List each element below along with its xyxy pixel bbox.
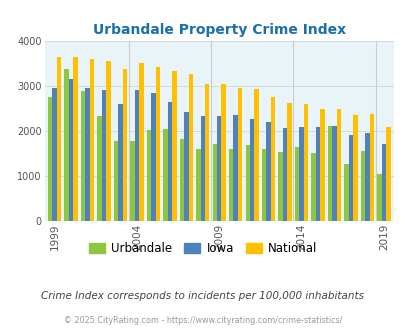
Bar (282, 128, 287, 221)
Bar (97, 116, 102, 221)
Bar (106, 61, 110, 221)
Bar (85, 87, 90, 221)
Bar (221, 84, 225, 221)
Bar (217, 116, 221, 221)
Bar (348, 135, 352, 221)
Bar (155, 67, 160, 221)
Bar (228, 149, 233, 221)
Bar (172, 71, 176, 221)
Bar (320, 109, 324, 221)
Bar (376, 174, 381, 221)
Bar (188, 74, 192, 221)
Bar (233, 115, 237, 221)
Bar (183, 112, 188, 221)
Bar (237, 88, 242, 221)
Bar (266, 122, 270, 221)
Bar (64, 69, 68, 221)
Bar (146, 130, 151, 221)
Bar (196, 149, 200, 221)
Bar (57, 57, 61, 221)
Bar (270, 97, 275, 221)
Bar (134, 90, 139, 221)
Bar (102, 90, 106, 221)
Bar (212, 144, 217, 221)
Bar (249, 119, 254, 221)
Bar (122, 69, 127, 221)
Bar (179, 139, 183, 221)
Bar (73, 57, 77, 221)
Title: Urbandale Property Crime Index: Urbandale Property Crime Index (92, 23, 345, 37)
Bar (311, 153, 315, 221)
Bar (352, 115, 357, 221)
Bar (151, 92, 155, 221)
Bar (343, 164, 348, 221)
Bar (287, 103, 291, 221)
Bar (163, 129, 167, 221)
Bar (254, 89, 258, 221)
Bar (139, 63, 143, 221)
Bar (130, 141, 134, 221)
Bar (298, 127, 303, 221)
Bar (315, 127, 320, 221)
Bar (245, 145, 249, 221)
Legend: Urbandale, Iowa, National: Urbandale, Iowa, National (84, 237, 321, 260)
Bar (294, 148, 298, 221)
Bar (81, 91, 85, 221)
Bar (68, 79, 73, 221)
Bar (278, 152, 282, 221)
Bar (364, 133, 369, 221)
Bar (90, 59, 94, 221)
Bar (303, 104, 307, 221)
Bar (167, 102, 172, 221)
Bar (200, 116, 205, 221)
Bar (336, 109, 340, 221)
Bar (205, 84, 209, 221)
Bar (48, 97, 52, 221)
Bar (331, 126, 336, 221)
Bar (113, 141, 118, 221)
Bar (369, 114, 373, 221)
Bar (385, 127, 390, 221)
Bar (118, 104, 122, 221)
Bar (52, 88, 57, 221)
Bar (360, 150, 364, 221)
Text: Crime Index corresponds to incidents per 100,000 inhabitants: Crime Index corresponds to incidents per… (41, 291, 364, 301)
Text: © 2025 CityRating.com - https://www.cityrating.com/crime-statistics/: © 2025 CityRating.com - https://www.city… (64, 316, 341, 325)
Bar (327, 126, 331, 221)
Bar (261, 149, 266, 221)
Bar (381, 144, 385, 221)
